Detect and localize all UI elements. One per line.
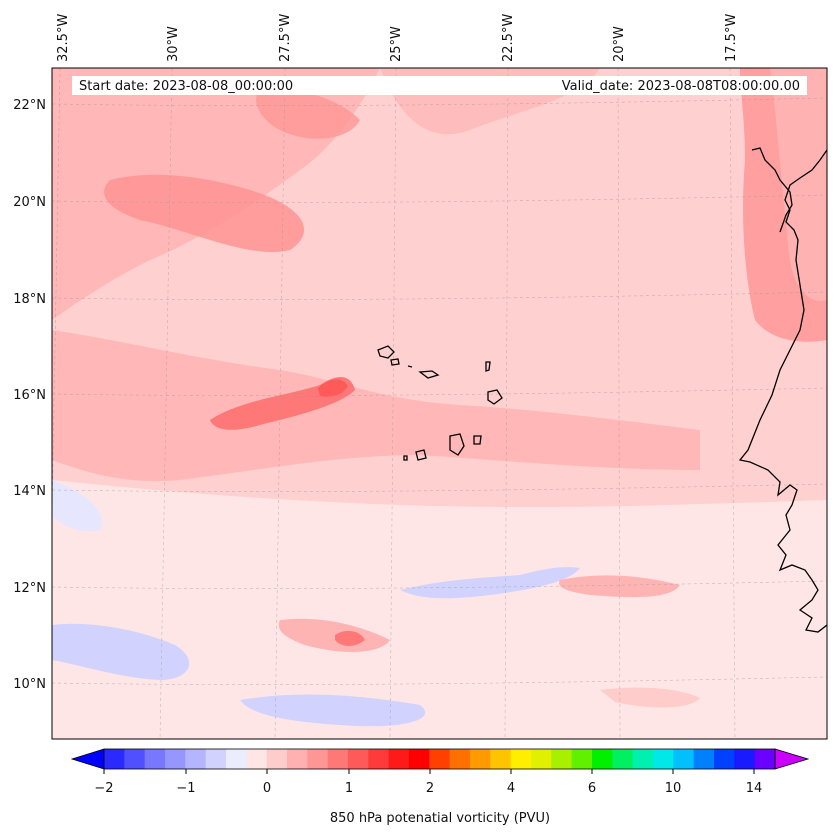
graticule bbox=[52, 68, 827, 739]
longitude-labels: 32.5°W 30°W 27.5°W 25°W 22.5°W 20°W 17.5… bbox=[56, 14, 739, 62]
colorbar-segment bbox=[673, 749, 695, 769]
colorbar-segment bbox=[368, 749, 390, 769]
colorbar-segment bbox=[734, 749, 756, 769]
pv-field-east-inner bbox=[770, 68, 827, 301]
colorbar-segment bbox=[571, 749, 593, 769]
latitude-labels: 22°N 20°N 18°N 16°N 14°N 12°N 10°N bbox=[13, 98, 46, 692]
lat-label-22n: 22°N bbox=[13, 98, 46, 113]
colorbar-segment bbox=[388, 749, 410, 769]
start-date-label: Start date: 2023-08-08_00:00:00 bbox=[79, 79, 293, 94]
lon-label-32-5w: 32.5°W bbox=[56, 14, 71, 62]
pv-field-maxima-1 bbox=[104, 174, 305, 253]
colorbar-segment bbox=[693, 749, 715, 769]
cabo-verde-islands bbox=[377, 345, 503, 461]
cb-tick-label: 14 bbox=[746, 781, 763, 796]
lat-label-10n: 10°N bbox=[13, 677, 46, 692]
header-box bbox=[72, 76, 807, 95]
colorbar-extend-low bbox=[70, 748, 105, 770]
colorbar-segment bbox=[348, 749, 369, 769]
colorbar-segment bbox=[470, 749, 491, 769]
colorbar-segment bbox=[185, 749, 207, 769]
cb-tick-label: 2 bbox=[426, 781, 434, 796]
colorbar-segment bbox=[632, 749, 654, 769]
colorbar-segment bbox=[266, 749, 288, 769]
colorbar: −2 −1 0 1 2 4 6 10 14 850 hPa potenatial… bbox=[70, 748, 810, 826]
colorbar-tick-labels: −2 −1 0 1 2 4 6 10 14 bbox=[94, 781, 762, 796]
colorbar-ticks bbox=[103, 769, 755, 774]
colorbar-segment bbox=[165, 749, 186, 769]
lon-label-25w: 25°W bbox=[389, 26, 404, 62]
pv-field-mid-band bbox=[52, 330, 700, 481]
lon-label-30w: 30°W bbox=[166, 26, 181, 62]
colorbar-segment bbox=[531, 749, 552, 769]
pv-field-maxima-2 bbox=[256, 89, 360, 139]
pv-field-negative-4 bbox=[400, 567, 580, 599]
pv-field-negative-1 bbox=[52, 623, 190, 680]
colorbar-segments bbox=[104, 749, 776, 769]
africa-coastline-north bbox=[751, 147, 793, 233]
pv-field-south-streak-3 bbox=[600, 687, 700, 708]
colorbar-title: 850 hPa potenatial vorticity (PVU) bbox=[330, 811, 550, 826]
colorbar-segment bbox=[429, 749, 451, 769]
lat-label-18n: 18°N bbox=[13, 292, 46, 307]
map-frame bbox=[51, 67, 828, 740]
pv-field-south-streak-core bbox=[335, 630, 365, 646]
colorbar-segment bbox=[754, 749, 776, 769]
colorbar-extend-high bbox=[774, 748, 810, 770]
colorbar-segment bbox=[490, 749, 512, 769]
colorbar-segment bbox=[226, 749, 247, 769]
colorbar-segment bbox=[327, 749, 349, 769]
cb-tick-label: 10 bbox=[665, 781, 682, 796]
colorbar-segment bbox=[612, 749, 634, 769]
colorbar-segment bbox=[246, 749, 268, 769]
africa-coastline bbox=[738, 149, 827, 633]
colorbar-segment bbox=[144, 749, 166, 769]
pv-field-negative-2 bbox=[52, 480, 102, 532]
colorbar-segment bbox=[104, 749, 125, 769]
colorbar-segment bbox=[714, 749, 735, 769]
colorbar-segment bbox=[124, 749, 146, 769]
pv-field-south-streak-1 bbox=[278, 618, 390, 652]
lon-label-22-5w: 22.5°W bbox=[501, 14, 516, 62]
colorbar-segment bbox=[449, 749, 471, 769]
map-panel bbox=[52, 68, 827, 739]
colorbar-segment bbox=[592, 749, 613, 769]
lat-label-16n: 16°N bbox=[13, 388, 46, 403]
colorbar-segment bbox=[653, 749, 674, 769]
colorbar-segment bbox=[510, 749, 532, 769]
valid-date-label: Valid_date: 2023-08-08T08:00:00.00 bbox=[562, 79, 800, 94]
pv-field-south-light bbox=[52, 480, 827, 739]
colorbar-segment bbox=[205, 749, 227, 769]
cb-tick-label: 0 bbox=[263, 781, 271, 796]
cb-tick-label: 6 bbox=[588, 781, 596, 796]
lat-label-20n: 20°N bbox=[13, 195, 46, 210]
colorbar-segment bbox=[287, 749, 308, 769]
lon-label-20w: 20°W bbox=[612, 26, 627, 62]
cb-tick-label: −1 bbox=[176, 781, 195, 796]
cb-tick-label: 4 bbox=[507, 781, 515, 796]
pv-field-negative-3 bbox=[240, 694, 426, 727]
colorbar-segment bbox=[551, 749, 573, 769]
lon-label-17-5w: 17.5°W bbox=[724, 14, 739, 62]
colorbar-frame bbox=[103, 748, 776, 770]
cb-tick-label: 1 bbox=[345, 781, 353, 796]
cb-tick-label: −2 bbox=[94, 781, 113, 796]
pv-field-peak-core bbox=[318, 379, 348, 397]
colorbar-segment bbox=[307, 749, 329, 769]
colorbar-segment bbox=[409, 749, 430, 769]
lat-label-14n: 14°N bbox=[13, 484, 46, 499]
lat-label-12n: 12°N bbox=[13, 581, 46, 596]
lon-label-27-5w: 27.5°W bbox=[278, 14, 293, 62]
